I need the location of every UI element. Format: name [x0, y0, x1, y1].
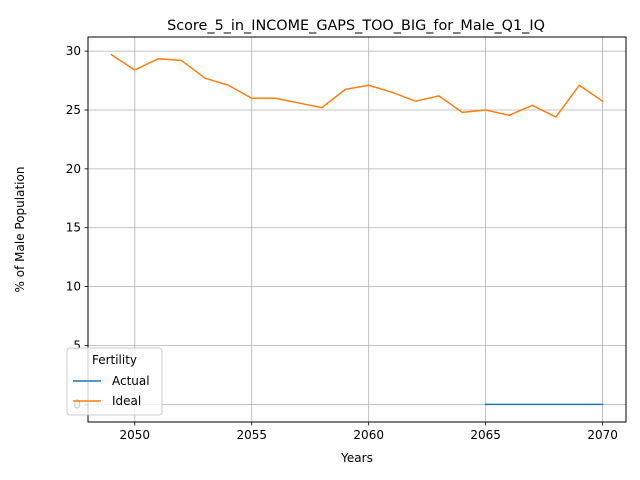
x-tick-label: 2060 — [353, 428, 384, 442]
y-tick-label: 20 — [66, 162, 81, 176]
x-tick-label: 2070 — [587, 428, 618, 442]
x-tick-label: 2065 — [470, 428, 501, 442]
series-line-ideal — [110, 53, 604, 118]
y-axis-label: % of Male Population — [13, 167, 27, 293]
legend-box — [66, 347, 163, 416]
legend: Fertility Actual Ideal — [66, 347, 163, 416]
y-tick-label: 10 — [66, 280, 81, 294]
plot-frame — [87, 36, 627, 423]
x-tick-label: 2050 — [120, 428, 151, 442]
grid — [88, 37, 626, 422]
series-lines — [110, 53, 604, 406]
legend-label-ideal: Ideal — [112, 394, 141, 408]
chart-title: Score_5_in_INCOME_GAPS_TOO_BIG_for_Male_… — [167, 18, 545, 34]
x-axis-label: Years — [340, 451, 373, 465]
legend-title: Fertility — [92, 353, 137, 367]
y-tick-label: 5 — [73, 338, 81, 352]
y-tick-label: 30 — [66, 44, 81, 58]
x-tick-label: 2055 — [236, 428, 267, 442]
legend-label-actual: Actual — [112, 374, 150, 388]
axis-ticks: 20502055206020652070051015202530 — [66, 44, 618, 442]
legend-entries: Actual Ideal — [73, 374, 150, 408]
y-tick-label: 15 — [66, 221, 81, 235]
y-tick-label: 25 — [66, 103, 81, 117]
